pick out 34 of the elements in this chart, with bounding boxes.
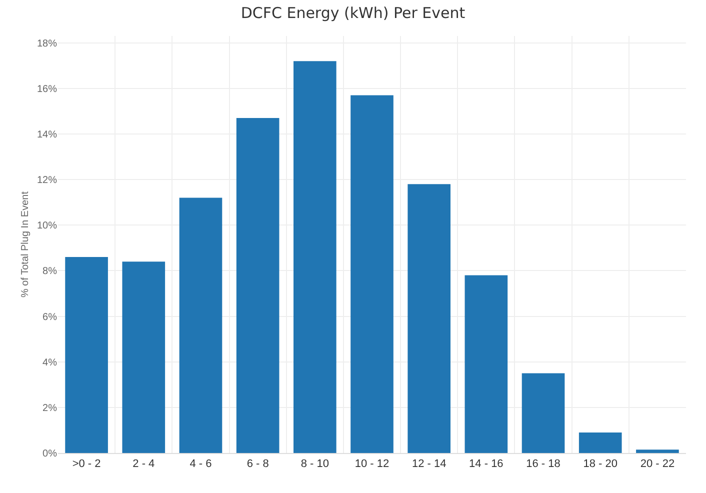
x-tick-label: >0 - 2 (72, 458, 101, 470)
y-axis-title: % of Total Plug In Event (20, 191, 31, 298)
y-tick-label: 0% (42, 448, 58, 460)
bar (522, 373, 565, 453)
y-tick-label: 8% (42, 266, 58, 278)
y-tick-label: 6% (42, 312, 58, 323)
y-tick-label: 4% (42, 357, 58, 368)
x-tick-label: 18 - 20 (583, 458, 618, 470)
x-tick-label: 8 - 10 (300, 458, 329, 470)
bar (578, 432, 622, 453)
bar (179, 198, 222, 453)
x-tick-label: 2 - 4 (132, 458, 155, 470)
x-tick-label: 10 - 12 (354, 458, 390, 470)
bar (408, 184, 450, 453)
x-tick-label: 20 - 22 (640, 458, 675, 470)
y-tick-label: 12% (36, 175, 58, 186)
bar (294, 61, 336, 453)
x-tick-label: 6 - 8 (246, 458, 269, 470)
y-tick-label: 18% (36, 38, 58, 50)
y-tick-label: 2% (42, 402, 58, 414)
x-tick-label: 14 - 16 (469, 458, 504, 470)
bar (636, 450, 679, 453)
chart-title: DCFC Energy (kWh) Per Event (240, 4, 466, 22)
x-tick-label: 4 - 6 (190, 458, 212, 470)
y-tick-label: 16% (36, 84, 58, 95)
y-tick-label: 14% (36, 129, 58, 140)
bar (122, 262, 166, 453)
bar (236, 118, 280, 453)
x-tick-label: 16 - 18 (526, 458, 560, 470)
x-tick-label: 12 - 14 (412, 458, 446, 470)
bar (65, 257, 108, 453)
bar (350, 95, 394, 453)
bar (464, 275, 508, 453)
y-tick-label: 10% (36, 220, 58, 232)
